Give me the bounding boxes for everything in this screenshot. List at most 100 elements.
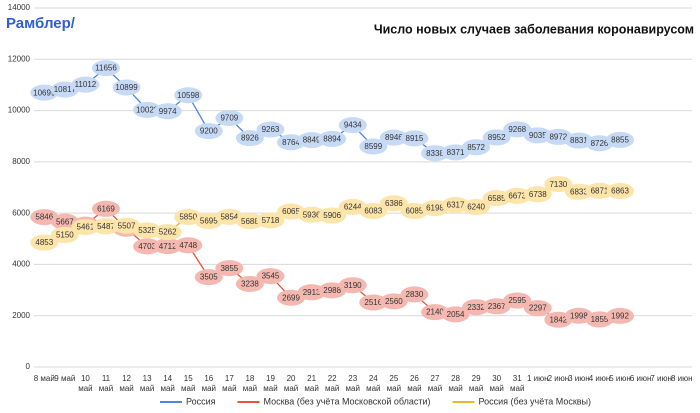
brand-logo: Рамблер/ [6, 15, 76, 32]
data-label: 6673 [508, 191, 526, 200]
data-label: 11656 [95, 64, 117, 73]
data-label: 5461 [77, 223, 95, 232]
data-label: 2332 [467, 303, 485, 312]
x-tick-label: 11 май [99, 374, 113, 393]
data-label: 8915 [406, 134, 424, 143]
data-bubble [297, 206, 326, 223]
data-label: 3855 [220, 264, 238, 273]
x-tick-label: 28 май [448, 374, 462, 393]
data-bubble [606, 183, 635, 200]
data-label: 2699 [282, 293, 300, 302]
data-label: 5854 [220, 212, 238, 221]
data-label: 3238 [241, 280, 259, 289]
data-label: 3505 [200, 273, 218, 282]
data-label: 6085 [406, 207, 424, 216]
x-tick-label: 21 май [304, 374, 318, 393]
data-bubble [235, 275, 264, 292]
data-label: 8926 [241, 134, 259, 143]
x-tick-label: 16 май [202, 374, 216, 393]
data-bubble [194, 269, 223, 286]
data-label: 5718 [262, 216, 280, 225]
data-label: 10028 [136, 105, 159, 114]
data-bubble [503, 187, 532, 204]
data-label: 6833 [570, 187, 588, 196]
y-tick-label: 12000 [8, 54, 31, 63]
data-bubble [215, 260, 244, 277]
x-tick-label: 15 май [181, 374, 195, 393]
data-bubble [153, 224, 182, 241]
x-tick-label: 31 май [510, 374, 524, 393]
x-tick-label: 18 май [243, 374, 257, 393]
x-tick-label: 8 май [34, 374, 55, 383]
x-tick-label: 27 май [428, 374, 442, 393]
data-bubble [91, 218, 120, 235]
x-tick-label: 25 май [387, 374, 401, 393]
y-tick-label: 14000 [8, 3, 31, 12]
data-label: 8764 [282, 138, 300, 147]
data-bubble [462, 198, 491, 215]
legend-label: Москва (без учёта Московской области) [264, 396, 431, 406]
data-label: 4748 [179, 241, 197, 250]
data-label: 2913 [303, 288, 321, 297]
y-tick-label: 10000 [8, 106, 31, 115]
data-bubble [71, 76, 100, 93]
data-bubble [235, 213, 264, 230]
data-label: 6083 [364, 207, 382, 216]
data-label: 8952 [488, 133, 506, 142]
data-label: 5667 [56, 217, 74, 226]
data-label: 5850 [179, 213, 197, 222]
chart-title: Число новых случаев заболевания коронави… [374, 22, 694, 36]
y-tick-label: 2000 [12, 311, 30, 320]
data-bubble [256, 121, 285, 138]
data-label: 8572 [467, 143, 485, 152]
data-label: 5695 [200, 217, 218, 226]
y-tick-label: 6000 [12, 208, 30, 217]
data-label: 2140 [426, 308, 444, 317]
x-tick-label: 4 июн [589, 374, 611, 383]
data-label: 8849 [303, 136, 321, 145]
data-bubble [585, 182, 614, 199]
data-bubble [174, 237, 203, 254]
data-label: 5906 [323, 211, 341, 220]
data-bubble [379, 195, 408, 212]
x-tick-label: 9 май [54, 374, 75, 383]
x-tick-label: 19 май [263, 374, 277, 393]
x-tick-label: 12 май [119, 374, 133, 393]
data-label: 6169 [97, 204, 115, 213]
data-label: 10899 [115, 83, 138, 92]
data-label: 4703 [138, 242, 156, 251]
data-bubble [462, 139, 491, 156]
data-bubble [462, 299, 491, 316]
data-label: 6386 [385, 199, 403, 208]
data-bubble [71, 218, 100, 235]
data-label: 8972 [549, 133, 567, 142]
data-label: 6738 [529, 190, 547, 199]
data-label: 8855 [611, 136, 629, 145]
data-bubble [359, 203, 388, 220]
x-tick-label: 26 май [407, 374, 421, 393]
data-label: 1998 [570, 311, 588, 320]
data-bubble [215, 110, 244, 127]
data-label: 10699 [33, 88, 56, 97]
data-bubble [606, 131, 635, 148]
data-label: 1842 [549, 315, 567, 324]
data-bubble [133, 238, 162, 255]
data-label: 6863 [611, 187, 629, 196]
x-tick-label: 3 июн [568, 374, 590, 383]
data-label: 2595 [508, 296, 526, 305]
data-bubble [379, 293, 408, 310]
data-label: 3190 [344, 281, 362, 290]
data-label: 5936 [303, 210, 321, 219]
data-bubble [482, 129, 511, 146]
data-label: 2367 [488, 302, 506, 311]
data-bubble [91, 200, 120, 217]
data-label: 8338 [426, 149, 444, 158]
x-tick-label: 30 май [489, 374, 503, 393]
data-bubble [30, 234, 59, 251]
data-label: 6065 [282, 207, 300, 216]
x-tick-label: 7 июн [650, 374, 672, 383]
x-tick-label: 23 май [346, 374, 360, 393]
data-bubble [153, 103, 182, 120]
data-label: 2297 [529, 304, 547, 313]
data-bubble [441, 306, 470, 323]
